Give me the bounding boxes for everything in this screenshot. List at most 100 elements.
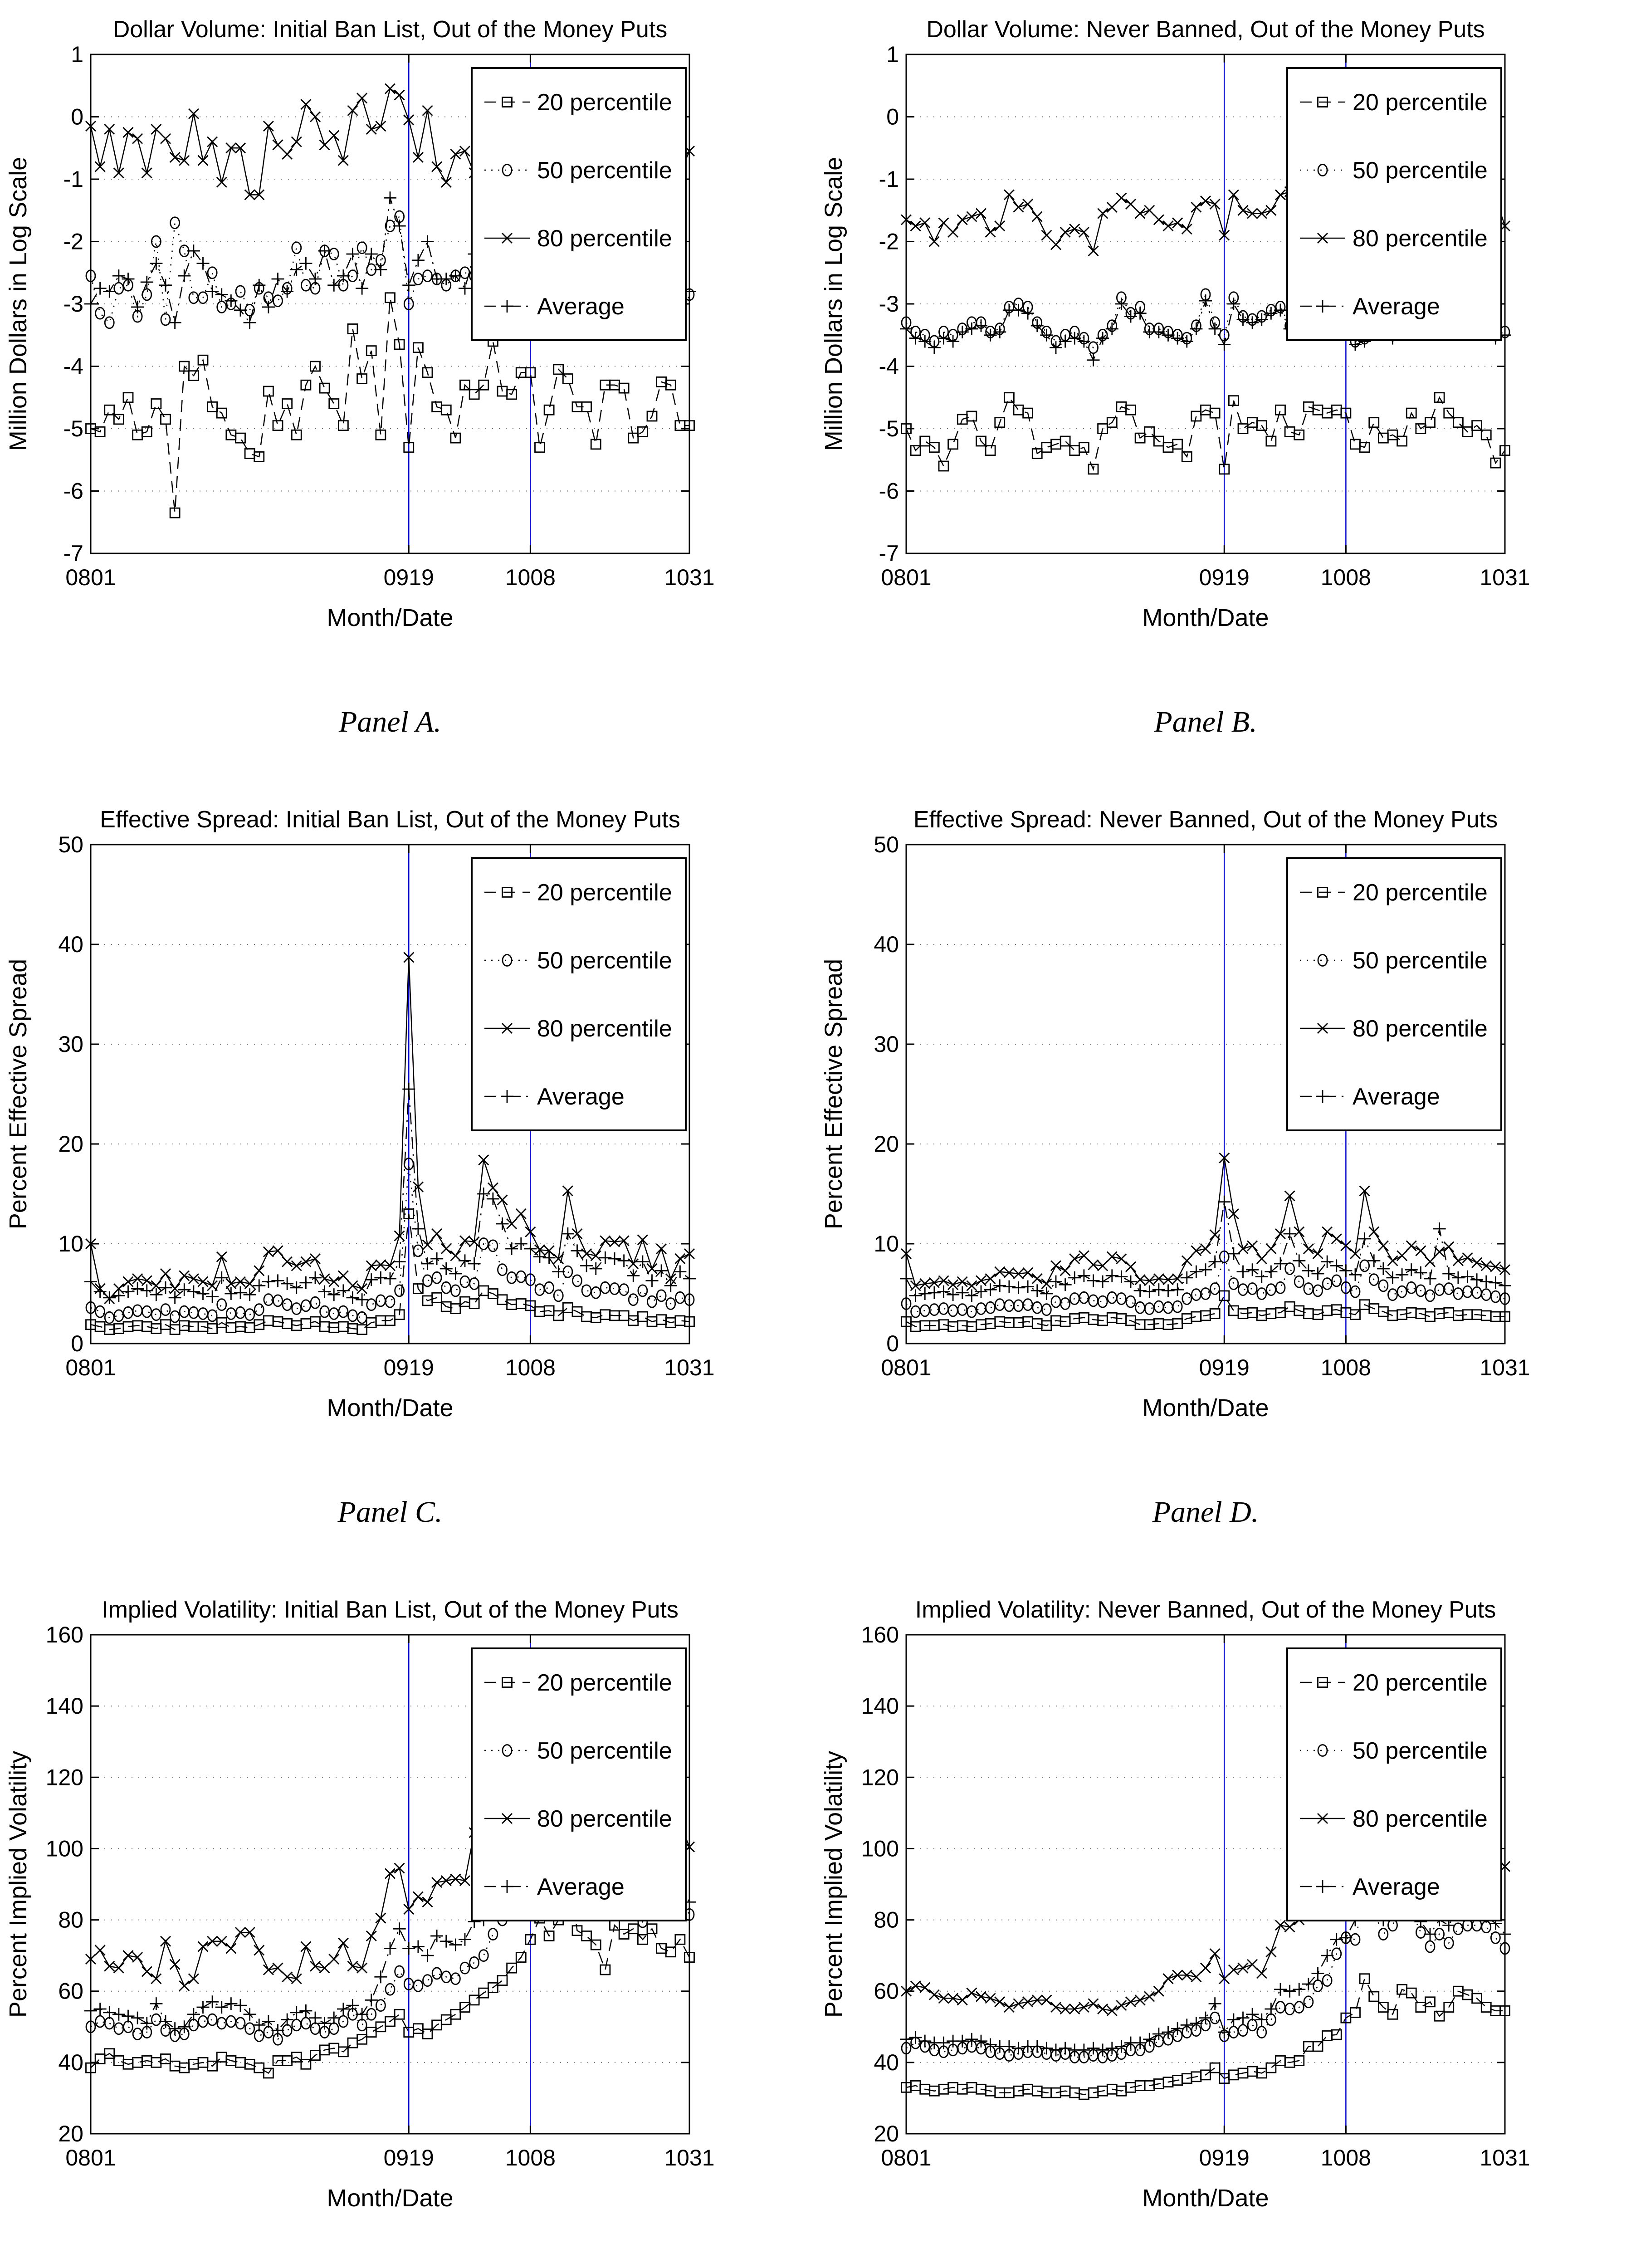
chart-title: Dollar Volume: Initial Ban List, Out of … (113, 16, 668, 43)
panel-c-caption: Panel C. (337, 1496, 443, 1529)
series-average (84, 1083, 696, 1306)
y-tick-label: 0 (886, 1331, 899, 1356)
x-tick-label: 0919 (1199, 2145, 1250, 2170)
axis-labels: Dollar Volume: Never Banned, Out of the … (820, 16, 1530, 631)
y-tick-label: 0 (886, 104, 899, 130)
y-tick-label: 80 (58, 1907, 83, 1933)
x-axis-label: Month/Date (1142, 604, 1269, 631)
legend-label: 50 percentile (1353, 157, 1488, 184)
axes (905, 844, 1506, 1344)
legend-label: 20 percentile (537, 89, 672, 116)
legend-label: 50 percentile (537, 157, 672, 184)
x-tick-label: 1031 (1480, 565, 1530, 590)
x-tick-label: 1031 (664, 2145, 714, 2170)
y-tick-label: 60 (58, 1979, 83, 2004)
y-tick-label: -2 (63, 229, 83, 254)
y-tick-label: 10 (58, 1231, 83, 1256)
legend-label: Average (537, 293, 625, 320)
y-tick-label: 100 (46, 1836, 83, 1861)
legend-label: 20 percentile (1353, 1670, 1488, 1696)
y-tick-label: -4 (879, 354, 899, 379)
y-tick-label: -2 (879, 229, 899, 254)
y-tick-label: -1 (879, 166, 899, 192)
x-axis-label: Month/Date (327, 604, 453, 631)
y-tick-label: 40 (58, 932, 83, 957)
y-tick-label: 140 (46, 1693, 83, 1719)
y-tick-label: -3 (63, 291, 83, 317)
y-tick-label: -4 (63, 354, 83, 379)
legend-label: 80 percentile (537, 225, 672, 252)
chart-title: Effective Spread: Initial Ban List, Out … (100, 807, 680, 833)
legend-label: Average (1353, 1084, 1440, 1110)
y-tick-label: 20 (58, 1131, 83, 1157)
legend-label: 50 percentile (1353, 948, 1488, 974)
chart-title: Effective Spread: Never Banned, Out of t… (913, 807, 1498, 833)
y-axis-label: Percent Effective Spread (5, 959, 32, 1229)
x-tick-label: 1008 (1321, 2145, 1371, 2170)
series-80-percentile (85, 952, 695, 1304)
legend: 20 percentile 50 percentile 80 percentile A… (471, 1647, 687, 1921)
y-tick-label: 160 (861, 1622, 899, 1647)
y-tick-label: 140 (861, 1693, 899, 1719)
legend-label: 80 percentile (537, 1016, 672, 1042)
y-tick-label: -1 (63, 166, 83, 192)
y-tick-label: -5 (879, 416, 899, 441)
x-axis-label: Month/Date (327, 2185, 453, 2212)
legend-label: 20 percentile (1353, 880, 1488, 906)
x-tick-label: 0801 (65, 2145, 116, 2170)
panel-c: Effective Spread: Initial Ban List, Out … (0, 790, 816, 1580)
y-tick-label: 30 (58, 1031, 83, 1057)
x-tick-label: 1031 (664, 565, 714, 590)
series-20-percentile (85, 1856, 695, 2079)
legend: 20 percentile 50 percentile 80 percentile A… (1286, 1647, 1502, 1921)
legend-label: 20 percentile (537, 880, 672, 906)
legend: 20 percentile 50 percentile 80 percentile A… (471, 857, 687, 1131)
axis-labels: Effective Spread: Initial Ban List, Out … (5, 807, 715, 1422)
y-tick-label: 160 (46, 1622, 83, 1647)
y-axis-label: Million Dollars in Log Scale (5, 157, 32, 451)
x-tick-label: 0801 (65, 1355, 116, 1380)
axis-labels: Implied Volatility: Never Banned, Out of… (820, 1597, 1530, 2212)
series-80-percentile (901, 1152, 1510, 1291)
y-tick-label: -5 (63, 416, 83, 441)
y-tick-label: 40 (58, 2050, 83, 2075)
y-tick-label: -6 (63, 479, 83, 504)
panel-f: Implied Volatility: Never Banned, Out of… (816, 1580, 1631, 2268)
axis-labels: Dollar Volume: Initial Ban List, Out of … (5, 16, 715, 631)
legend: 20 percentile 50 percentile 80 percentile A… (471, 67, 687, 341)
x-tick-label: 0801 (65, 565, 116, 590)
axis-labels: Implied Volatility: Initial Ban List, Ou… (5, 1597, 715, 2212)
y-tick-label: 0 (71, 104, 83, 130)
series-20-percentile (85, 1208, 695, 1335)
axes (90, 844, 690, 1344)
panel-e-caption: Panel E. (0, 2234, 816, 2268)
legend-label: 80 percentile (1353, 1806, 1488, 1832)
y-axis-label: Percent Implied Volatility (5, 1751, 32, 2018)
x-axis-label: Month/Date (1142, 2185, 1269, 2212)
panel-f-caption: Panel F. (816, 2234, 1631, 2268)
y-tick-label: 0 (71, 1331, 83, 1356)
legend-label: 20 percentile (537, 1670, 672, 1696)
y-tick-label: 100 (861, 1836, 899, 1861)
y-tick-label: 80 (874, 1907, 899, 1933)
x-tick-label: 1031 (664, 1355, 714, 1380)
x-tick-label: 0801 (881, 2145, 931, 2170)
y-tick-label: -7 (879, 541, 899, 566)
y-tick-label: 30 (874, 1031, 899, 1057)
y-tick-label: 10 (874, 1231, 899, 1256)
y-axis-label: Percent Effective Spread (820, 959, 847, 1229)
legend-label: Average (1353, 1874, 1440, 1900)
x-tick-label: 1008 (505, 565, 556, 590)
series-50-percentile (901, 1250, 1510, 1318)
y-tick-label: 1 (886, 42, 899, 67)
chart-dollar-volume-initial-ban: Dollar Volume: Initial Ban List, Out of … (5, 16, 715, 631)
x-tick-label: 0919 (384, 565, 434, 590)
legend: 20 percentile 50 percentile 80 percentile A… (1286, 857, 1502, 1131)
legend-label: 50 percentile (537, 1738, 672, 1764)
y-tick-label: -3 (879, 291, 899, 317)
chart-implied-volatility-never-banned: Implied Volatility: Never Banned, Out of… (820, 1597, 1530, 2212)
chart-effective-spread-initial-ban: Effective Spread: Initial Ban List, Out … (5, 807, 715, 1422)
x-tick-label: 0919 (384, 2145, 434, 2170)
x-tick-label: 1031 (1480, 2145, 1530, 2170)
x-tick-label: 1008 (1321, 565, 1371, 590)
